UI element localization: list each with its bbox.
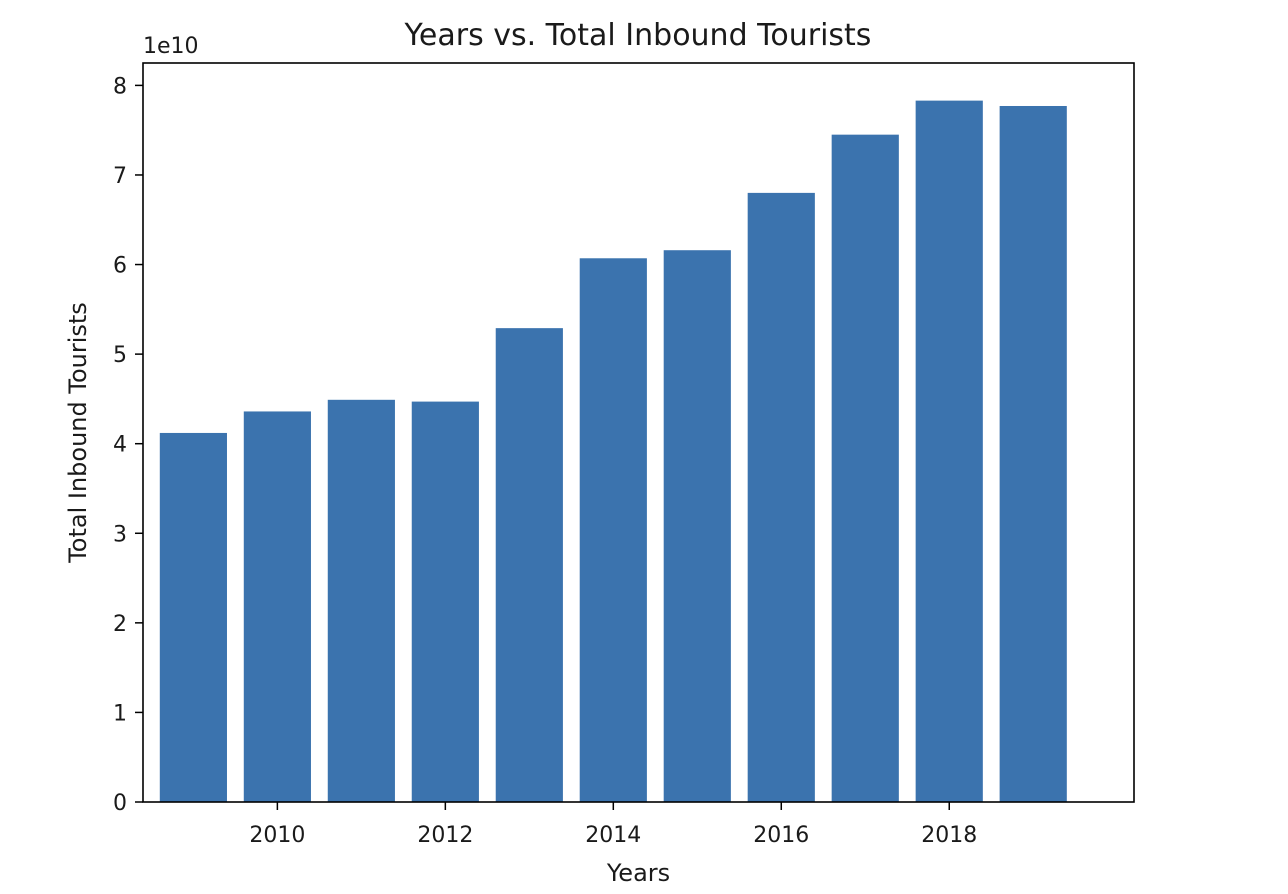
x-tick-label: 2018 [921,823,977,848]
y-axis-multiplier: 1e10 [143,34,199,59]
y-axis-ticks: 0 1 2 3 4 5 6 7 8 [113,74,143,816]
bars-group [159,100,1067,803]
bar-2011 [327,399,395,802]
x-tick-label: 2010 [249,823,305,848]
bar-2014 [579,258,647,802]
x-axis-label: Years [606,859,670,887]
plot-frame [142,62,1135,803]
bar-2009 [159,432,227,802]
bar-2017 [831,134,899,803]
x-tick-label: 2014 [585,823,641,848]
bar-2015 [663,250,731,803]
y-tick-label: 0 [113,791,127,816]
bar-2010 [243,411,311,802]
bar-2016 [747,192,815,803]
bar-2019 [999,105,1067,803]
x-tick-label: 2012 [417,823,473,848]
y-tick-label: 5 [113,343,127,368]
bar-2018 [915,100,983,802]
bar-2013 [495,328,563,802]
y-tick-label: 6 [113,254,127,279]
y-tick-label: 4 [113,433,127,458]
y-tick-label: 7 [113,164,127,189]
chart-title: Years vs. Total Inbound Tourists [404,18,872,53]
y-tick-label: 2 [113,612,127,637]
y-axis-label: Total Inbound Tourists [64,302,92,564]
y-tick-label: 8 [113,74,127,99]
y-tick-label: 3 [113,522,127,547]
y-tick-label: 1 [113,701,127,726]
x-tick-label: 2016 [753,823,809,848]
bar-2012 [411,401,479,802]
x-axis-ticks: 2010 2012 2014 2016 2018 [249,802,977,848]
